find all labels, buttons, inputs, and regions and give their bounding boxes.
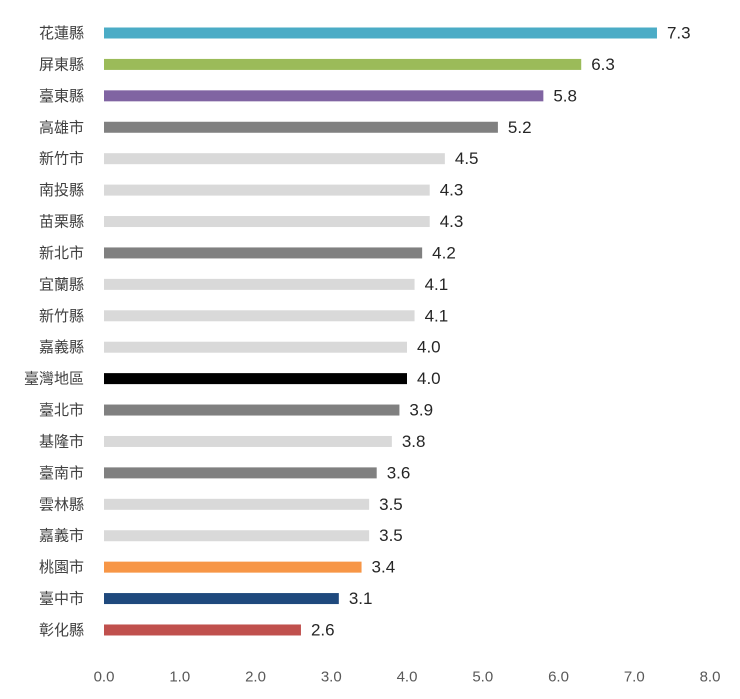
category-label: 臺南市 (39, 464, 84, 482)
value-label: 4.2 (432, 243, 456, 262)
x-tick-label: 2.0 (245, 669, 266, 686)
bar (104, 530, 370, 542)
category-label: 花蓮縣 (39, 24, 84, 42)
bar (104, 58, 582, 70)
value-label: 3.6 (387, 463, 411, 482)
bar (104, 121, 498, 133)
value-label: 3.9 (409, 401, 433, 420)
value-label: 4.1 (425, 275, 449, 294)
category-label: 宜蘭縣 (39, 275, 84, 293)
category-label: 桃園市 (39, 558, 84, 576)
value-label: 4.0 (417, 338, 441, 357)
bar (104, 498, 370, 510)
category-label: 臺灣地區 (24, 370, 84, 388)
x-tick-label: 6.0 (548, 669, 569, 686)
value-label: 4.1 (425, 306, 449, 325)
x-axis-ticks: 0.0 1.0 2.0 3.0 4.0 5.0 6.0 7.0 8.0 (94, 669, 721, 686)
value-label: 3.8 (402, 432, 426, 451)
category-label: 高雄市 (39, 118, 84, 136)
bar (104, 467, 377, 479)
value-label: 6.3 (591, 55, 615, 74)
value-label: 7.3 (667, 24, 691, 43)
value-label: 4.0 (417, 369, 441, 388)
value-label: 5.8 (553, 86, 577, 105)
x-tick-label: 0.0 (94, 669, 115, 686)
category-label: 臺中市 (39, 590, 84, 608)
x-tick-label: 3.0 (321, 669, 342, 686)
x-tick-label: 1.0 (169, 669, 190, 686)
category-label: 嘉義市 (39, 527, 84, 545)
bar (104, 184, 430, 196)
x-tick-label: 5.0 (472, 669, 493, 686)
bar (104, 27, 657, 39)
value-label: 3.5 (379, 495, 403, 514)
bar (104, 310, 415, 322)
bar (104, 561, 362, 573)
value-label: 2.6 (311, 620, 335, 639)
bar (104, 341, 407, 353)
category-label: 南投縣 (39, 181, 84, 199)
bar (104, 404, 400, 416)
bar (104, 373, 407, 385)
category-label: 臺北市 (39, 401, 84, 419)
value-label: 4.5 (455, 149, 479, 168)
category-label: 新竹市 (39, 150, 84, 168)
category-label: 彰化縣 (39, 621, 84, 639)
bar (104, 593, 339, 605)
category-label: 新北市 (39, 244, 84, 262)
category-label: 屏東縣 (39, 55, 84, 73)
bar (104, 278, 415, 290)
x-tick-label: 4.0 (397, 669, 418, 686)
bars-layer (104, 27, 657, 636)
value-label: 4.3 (440, 181, 464, 200)
x-tick-label: 7.0 (624, 669, 645, 686)
value-label: 3.1 (349, 589, 373, 608)
bar (104, 90, 544, 102)
value-label: 3.4 (372, 558, 396, 577)
value-label: 4.3 (440, 212, 464, 231)
x-tick-label: 8.0 (700, 669, 721, 686)
bar (104, 435, 392, 447)
category-label: 新竹縣 (39, 307, 84, 325)
category-label: 雲林縣 (39, 495, 84, 513)
category-label: 臺東縣 (39, 87, 84, 105)
value-label: 3.5 (379, 526, 403, 545)
category-label: 基隆市 (39, 432, 84, 450)
bar (104, 624, 301, 636)
value-label: 5.2 (508, 118, 532, 137)
bar (104, 216, 430, 228)
category-label: 苗栗縣 (39, 213, 84, 231)
category-label: 嘉義縣 (39, 338, 84, 356)
value-labels: 7.3 6.3 5.8 5.2 4.5 4.3 4.3 4.2 4.1 4.1 4.0 4.0 3.9 3… (311, 24, 691, 640)
category-labels: 花蓮縣屏東縣臺東縣高雄市新竹市南投縣苗栗縣新北市宜蘭縣新竹縣嘉義縣臺灣地區臺北市… (24, 24, 84, 639)
bar (104, 153, 445, 165)
bar (104, 247, 423, 259)
